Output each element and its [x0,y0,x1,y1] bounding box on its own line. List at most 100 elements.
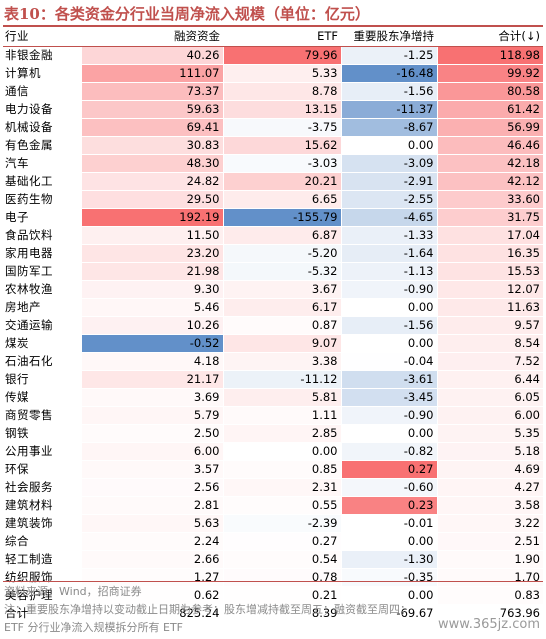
cell-etf: 6.87 [222,226,341,245]
cell-industry: 家用电器 [3,244,81,263]
cell-holders: -16.48 [340,64,437,83]
cell-total: 42.12 [436,172,543,191]
cell-margin: 192.19 [80,208,223,227]
cell-total: 1.90 [436,550,543,569]
cell-margin: 10.26 [80,316,223,335]
cell-margin: 5.63 [80,514,223,533]
cell-total: 80.58 [436,82,543,101]
cell-industry: 建筑材料 [3,496,81,515]
cell-industry: 煤炭 [3,334,81,353]
cell-holders: -1.64 [340,244,437,263]
cell-margin: 5.46 [80,298,223,317]
table-row: 建筑材料 2.81 0.55 0.23 3.58 [3,496,543,515]
table-row: 电力设备 59.63 13.15 -11.37 61.42 [3,100,543,119]
cell-total: 61.42 [436,100,543,119]
cell-etf: 3.67 [222,280,341,299]
cell-etf: 0.55 [222,496,341,515]
cell-total: 99.92 [436,64,543,83]
cell-holders: -3.45 [340,388,437,407]
cell-holders: -1.25 [340,46,437,65]
watermark: www.365jz.com [438,617,540,632]
cell-etf: 0.78 [222,568,341,587]
cell-etf: -2.39 [222,514,341,533]
table-row: 社会服务 2.56 2.31 -0.60 4.27 [3,478,543,497]
cell-etf: 2.31 [222,478,341,497]
cell-margin: 2.81 [80,496,223,515]
table-row: 家用电器 23.20 -5.20 -1.64 16.35 [3,244,543,263]
cell-holders: -1.13 [340,262,437,281]
cell-margin: 9.30 [80,280,223,299]
cell-industry: 综合 [3,532,81,551]
cell-etf: 2.85 [222,424,341,443]
cell-etf: 20.21 [222,172,341,191]
cell-margin: 2.24 [80,532,223,551]
cell-holders: -0.04 [340,352,437,371]
cell-holders: -1.56 [340,316,437,335]
cell-total: 3.58 [436,496,543,515]
cell-total: 8.54 [436,334,543,353]
cell-margin: 0.62 [80,586,223,605]
cell-total: 6.05 [436,388,543,407]
cell-industry: 电力设备 [3,100,81,119]
cell-etf: 0.27 [222,532,341,551]
cell-total: 5.35 [436,424,543,443]
cell-total: 5.18 [436,442,543,461]
table-row: 国防军工 21.98 -5.32 -1.13 15.53 [3,262,543,281]
cell-margin: -0.52 [80,334,223,353]
cell-industry: 石油石化 [3,352,81,371]
cell-holders: -3.61 [340,370,437,389]
cell-holders: -0.82 [340,442,437,461]
cell-industry: 基础化工 [3,172,81,191]
cell-margin: 3.69 [80,388,223,407]
table-row: 公用事业 6.00 0.00 -0.82 5.18 [3,442,543,461]
cell-total: 15.53 [436,262,543,281]
cell-etf: 15.62 [222,136,341,155]
header-holders: 重要股东净增持 [341,28,437,47]
cell-industry: 交通运输 [3,316,81,335]
cell-margin: 40.26 [80,46,223,65]
cell-etf: 6.17 [222,298,341,317]
cell-total: 1.70 [436,568,543,587]
cell-etf: 6.65 [222,190,341,209]
table-title: 表10：各类资金分行业当周净流入规模（单位：亿元） [4,5,370,23]
cell-total: 33.60 [436,190,543,209]
cell-total: 11.63 [436,298,543,317]
cell-margin: 30.83 [80,136,223,155]
cell-industry: 医药生物 [3,190,81,209]
header-row: 行业 融资资金 ETF 重要股东净增持 合计(↓) [3,28,543,47]
cell-etf: -11.12 [222,370,341,389]
header-etf: ETF [223,28,341,47]
cell-margin: 3.57 [80,460,223,479]
table-row: 食品饮料 11.50 6.87 -1.33 17.04 [3,226,543,245]
cell-holders: -0.90 [340,280,437,299]
cell-margin: 6.00 [80,442,223,461]
cell-etf: -3.75 [222,118,341,137]
cell-industry: 传媒 [3,388,81,407]
cell-total: 46.46 [436,136,543,155]
table-row: 交通运输 10.26 0.87 -1.56 9.57 [3,316,543,335]
flow-table: 行业 融资资金 ETF 重要股东净增持 合计(↓) 非银金融 40.26 79.96… [3,28,543,623]
cell-industry: 商贸零售 [3,406,81,425]
cell-holders: 0.00 [340,586,437,605]
cell-etf: 0.85 [222,460,341,479]
cell-etf: 13.15 [222,100,341,119]
table-row: 非银金融 40.26 79.96 -1.25 118.98 [3,46,543,65]
table-row: 房地产 5.46 6.17 0.00 11.63 [3,298,543,317]
cell-industry: 非银金融 [3,46,81,65]
table-row: 汽车 48.30 -3.03 -3.09 42.18 [3,154,543,173]
cell-etf: 9.07 [222,334,341,353]
cell-margin: 69.41 [80,118,223,137]
cell-holders: -2.91 [340,172,437,191]
cell-total: 16.35 [436,244,543,263]
cell-holders: -0.90 [340,406,437,425]
table-row: 农林牧渔 9.30 3.67 -0.90 12.07 [3,280,543,299]
cell-margin: 29.50 [80,190,223,209]
cell-total: 31.75 [436,208,543,227]
table-row: 钢铁 2.50 2.85 0.00 5.35 [3,424,543,443]
header-total: 合计(↓) [437,28,543,47]
table-row: 有色金属 30.83 15.62 0.00 46.46 [3,136,543,155]
table-row: 环保 3.57 0.85 0.27 4.69 [3,460,543,479]
cell-margin: 21.17 [80,370,223,389]
table-row: 煤炭 -0.52 9.07 0.00 8.54 [3,334,543,353]
cell-holders: 0.00 [340,136,437,155]
